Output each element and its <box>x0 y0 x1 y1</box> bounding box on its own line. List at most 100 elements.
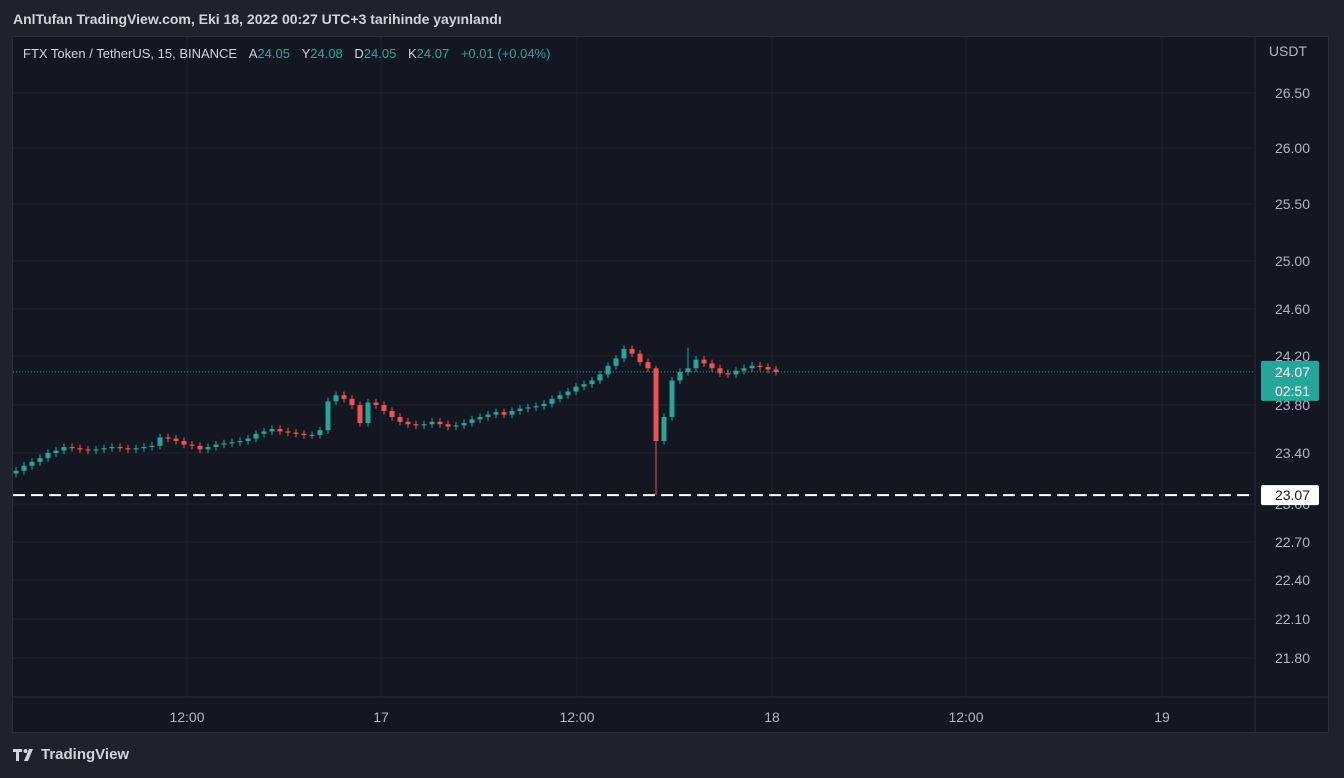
candle-body <box>381 405 387 411</box>
candle-body <box>517 408 523 411</box>
candle-body <box>445 424 451 427</box>
footer[interactable]: TradingView <box>13 746 129 763</box>
price-tick-label: 24.20 <box>1275 348 1310 364</box>
candle-body <box>645 362 651 369</box>
candle <box>45 449 51 462</box>
candle-body <box>765 367 771 370</box>
candle-body <box>317 430 323 435</box>
candle-body <box>173 438 179 441</box>
candle <box>725 369 731 379</box>
candle <box>101 444 107 453</box>
candle <box>261 427 267 438</box>
candle <box>93 445 99 455</box>
candle-body <box>349 398 355 405</box>
candle <box>349 395 355 409</box>
candle <box>85 445 91 455</box>
candle-body <box>549 398 555 404</box>
candle <box>589 376 595 388</box>
candle <box>621 345 627 363</box>
candle-body <box>141 447 147 449</box>
candles <box>13 345 779 496</box>
candle <box>189 441 195 450</box>
price-tick-label: 26.00 <box>1275 140 1310 156</box>
candle <box>749 362 755 372</box>
candle-body <box>285 431 291 433</box>
candle <box>437 418 443 428</box>
level-price-label: 23.07 <box>1275 487 1310 503</box>
candle <box>237 437 243 446</box>
candle <box>229 438 235 447</box>
time-axis: 12:00 17 12:00 18 12:00 19 <box>13 696 1329 725</box>
candle-body <box>373 402 379 405</box>
candle <box>325 397 331 434</box>
candle-body <box>85 449 91 451</box>
candle <box>573 382 579 396</box>
candle <box>605 362 611 379</box>
candle-body <box>21 465 27 471</box>
candle <box>253 430 259 443</box>
candle-body <box>229 442 235 444</box>
open-value: 24.05 <box>257 46 290 61</box>
candle <box>717 364 723 377</box>
price-tick-label: 22.70 <box>1275 534 1310 550</box>
candle-body <box>333 395 339 402</box>
candle <box>373 398 379 409</box>
candle <box>13 467 19 478</box>
candle <box>613 354 619 370</box>
candle-body <box>109 447 115 449</box>
tradingview-brand: TradingView <box>41 746 130 763</box>
candle <box>653 365 659 496</box>
candle <box>453 421 459 431</box>
candle <box>645 358 651 372</box>
candle-body <box>165 437 171 439</box>
close-label: K <box>407 46 417 61</box>
candle-body <box>149 445 155 447</box>
candle <box>133 444 139 453</box>
candle-body <box>269 429 275 432</box>
change-value: +0.01 (+0.04%) <box>460 46 551 61</box>
candle-body <box>629 348 635 354</box>
candle-body <box>493 412 499 415</box>
candle-body <box>749 365 755 369</box>
high-value: 24.08 <box>310 46 343 61</box>
candle <box>549 395 555 408</box>
price-tick-label: 25.50 <box>1275 196 1310 212</box>
time-tick-label: 18 <box>764 709 780 725</box>
candle-body <box>533 406 539 408</box>
time-tick-label: 12:00 <box>169 709 204 725</box>
candle <box>221 439 227 449</box>
candle <box>205 443 211 453</box>
close-value: 24.07 <box>416 46 450 61</box>
time-tick-label: 19 <box>1154 709 1170 725</box>
candle <box>165 433 171 443</box>
candle <box>701 356 707 368</box>
candle <box>533 402 539 411</box>
candle-body <box>205 447 211 450</box>
candle-body <box>189 444 195 446</box>
candle-body <box>693 359 699 369</box>
candle-body <box>405 421 411 425</box>
price-tick-label: 24.60 <box>1275 301 1310 317</box>
symbol-legend: FTX Token / TetherUS, 15, BINANCE A24.05… <box>23 46 550 61</box>
candle-body <box>701 359 707 364</box>
candle <box>69 443 75 452</box>
candle-body <box>421 424 427 426</box>
publish-header: AnlTufan TradingView.com, Eki 18, 2022 0… <box>13 11 502 27</box>
candle <box>109 443 115 452</box>
candle-body <box>53 450 59 453</box>
candle-body <box>581 384 587 387</box>
open-label: A <box>248 46 258 61</box>
candle <box>637 350 643 366</box>
candle-body <box>365 402 371 423</box>
candle-body <box>557 395 563 399</box>
candle-body <box>661 417 667 441</box>
candle-body <box>133 448 139 450</box>
candle-body <box>181 441 187 445</box>
candle <box>485 411 491 421</box>
low-label: D <box>354 46 364 61</box>
candle <box>125 444 131 453</box>
candle <box>469 415 475 427</box>
price-levels <box>13 371 1255 497</box>
candle <box>501 408 507 419</box>
